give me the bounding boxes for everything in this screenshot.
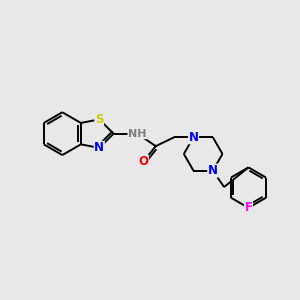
- Text: N: N: [188, 131, 199, 144]
- Text: NH: NH: [128, 129, 147, 139]
- Text: N: N: [94, 141, 104, 154]
- Text: N: N: [208, 164, 218, 177]
- Text: S: S: [95, 113, 103, 126]
- Text: O: O: [138, 155, 148, 168]
- Text: F: F: [244, 201, 253, 214]
